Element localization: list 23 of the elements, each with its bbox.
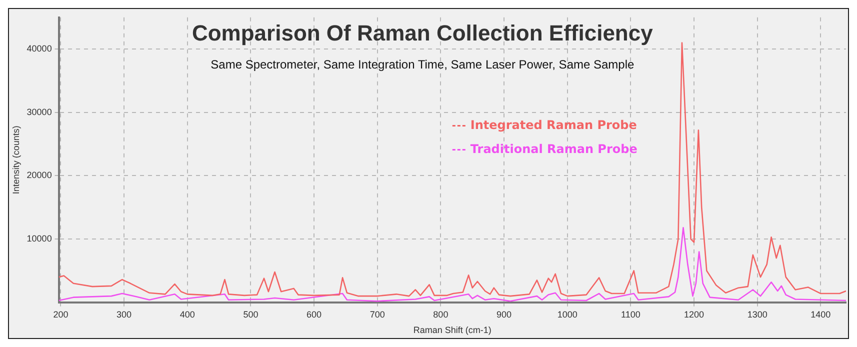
chart-title: Comparison Of Raman Collection Efficiency: [192, 20, 654, 46]
x-tick-label: 300: [116, 309, 132, 320]
x-tick-label: 900: [496, 309, 512, 320]
x-tick-label: 1000: [557, 309, 578, 320]
y-tick-label: 30000: [26, 106, 52, 117]
x-axis-title: Raman Shift (cm-1): [413, 325, 492, 336]
x-tick-label: 200: [53, 309, 68, 320]
legend-label: Traditional Raman Probe: [470, 142, 638, 156]
x-tick-label: 600: [306, 309, 322, 320]
y-tick-label: 40000: [26, 44, 52, 54]
y-tick-label: 10000: [26, 234, 52, 244]
x-tick-label: 400: [180, 309, 195, 320]
y-tick-label: 20000: [26, 170, 52, 180]
x-tick-label: 1200: [684, 309, 704, 320]
x-tick-label: 700: [370, 309, 385, 320]
x-tick-label: 1300: [747, 309, 768, 320]
x-tick-label: 800: [433, 309, 448, 320]
x-tick-label: 1100: [621, 309, 640, 320]
legend-label: Integrated Raman Probe: [470, 118, 637, 132]
text: Same Spectrometer, Same Integration Time, Same Laser Power, Same Sample: [210, 58, 634, 72]
x-tick-label: 500: [243, 309, 258, 320]
x-tick-label: 1400: [810, 309, 831, 320]
y-axis-title: Intensity (counts): [10, 126, 21, 194]
